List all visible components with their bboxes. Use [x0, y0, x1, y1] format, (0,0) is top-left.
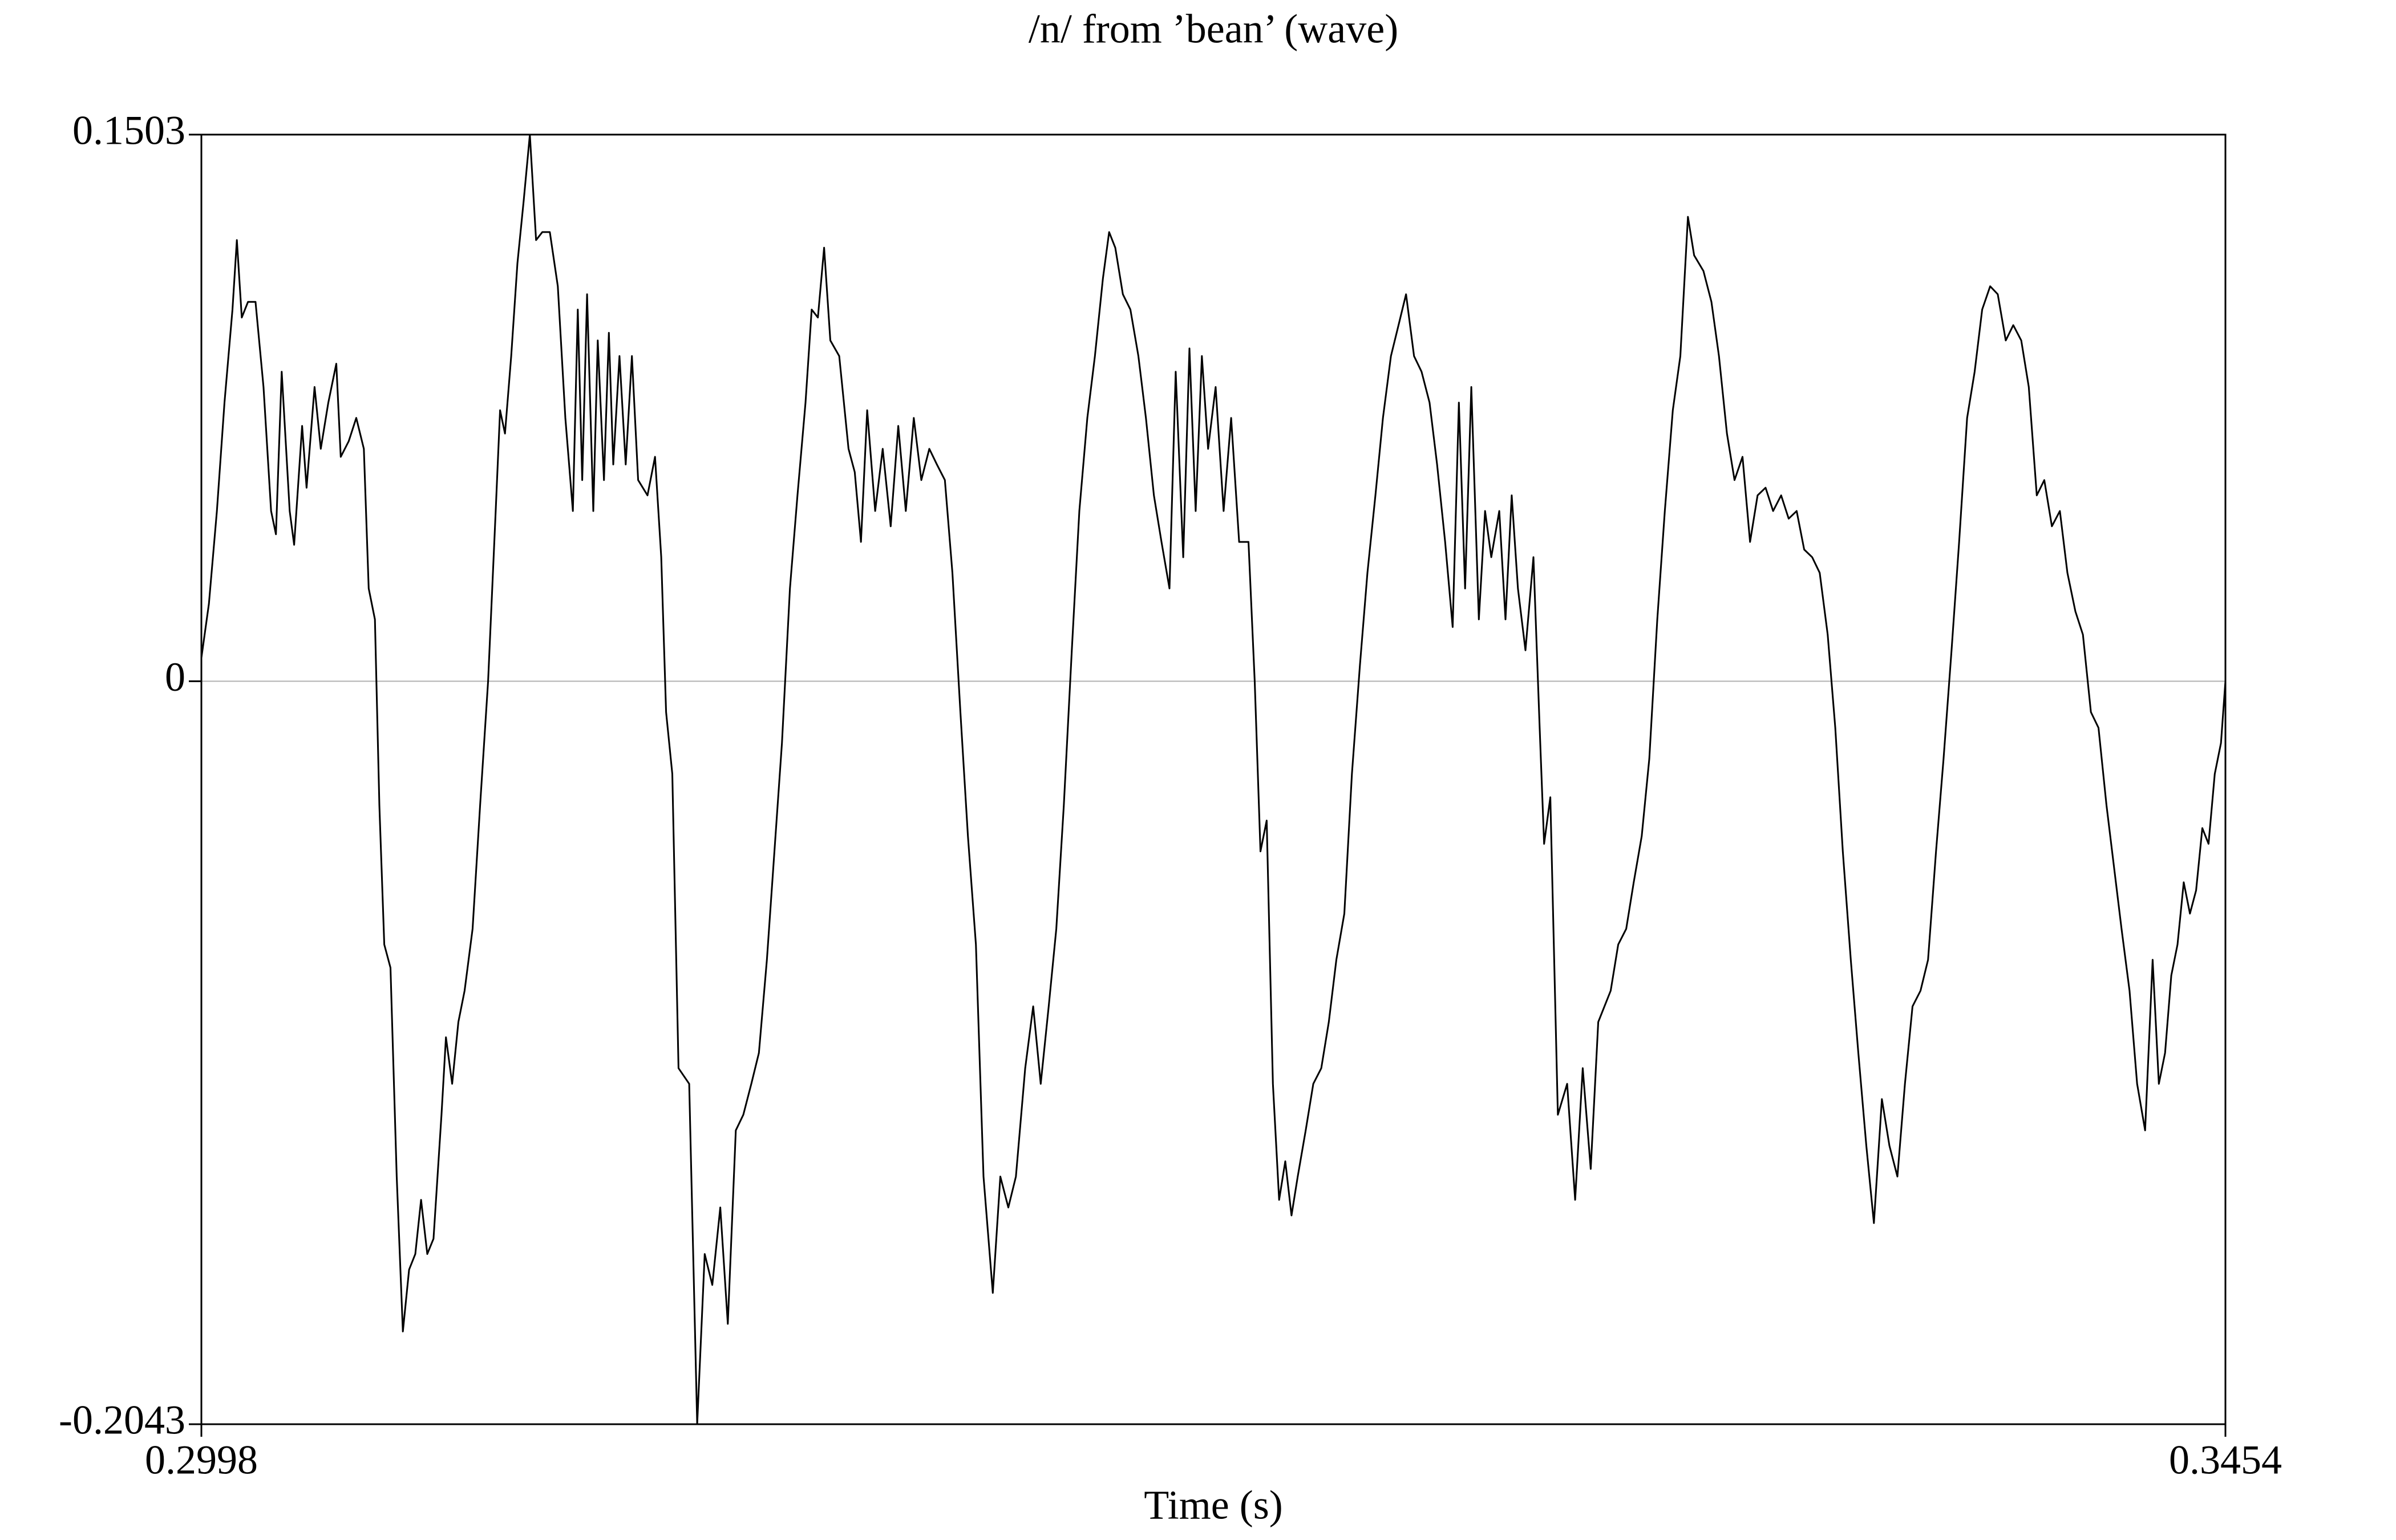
y-tick-label: 0.1503: [72, 108, 185, 153]
chart-title: /n/ from ’bean’ (wave): [1029, 6, 1398, 52]
waveform: [200, 133, 2227, 1425]
y-tick-label: -0.2043: [59, 1397, 185, 1443]
x-tick-label: 0.2998: [145, 1437, 258, 1483]
x-tick-label: 0.3454: [2169, 1437, 2282, 1483]
plot-frame: [200, 133, 2227, 1425]
x-axis-label: Time (s): [1144, 1482, 1282, 1528]
y-tick-label: 0: [165, 654, 185, 700]
